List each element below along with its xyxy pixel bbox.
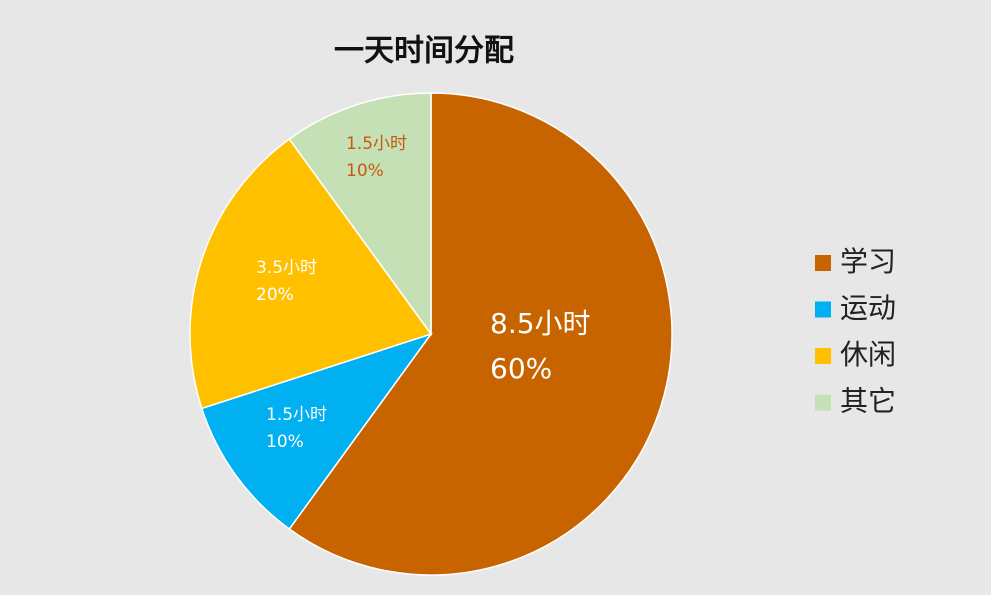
legend-swatch: [815, 394, 831, 411]
pie-slice: [288, 92, 673, 576]
legend-label: 其它: [840, 385, 896, 418]
pie-slice: [189, 137, 433, 410]
legend-label: 学习: [840, 245, 896, 278]
data-label-percent: 10%: [346, 161, 384, 181]
pie-slice: [200, 332, 433, 531]
data-label-percent: 60%: [490, 352, 552, 385]
legend-swatch: [815, 301, 831, 318]
data-label-hours: 3.5小时: [256, 258, 317, 278]
legend-swatch: [815, 255, 831, 271]
data-label-hours: 8.5小时: [490, 307, 591, 340]
data-label-percent: 20%: [256, 285, 294, 305]
legend-label: 运动: [840, 292, 896, 325]
legend-label: 休闲: [840, 338, 896, 371]
data-label-percent: 10%: [266, 432, 304, 452]
pie-slice: [288, 92, 432, 337]
data-label-hours: 1.5小时: [346, 134, 407, 154]
chart-title: 一天时间分配: [334, 34, 514, 69]
data-label-hours: 1.5小时: [266, 405, 327, 425]
legend-swatch: [815, 348, 831, 364]
